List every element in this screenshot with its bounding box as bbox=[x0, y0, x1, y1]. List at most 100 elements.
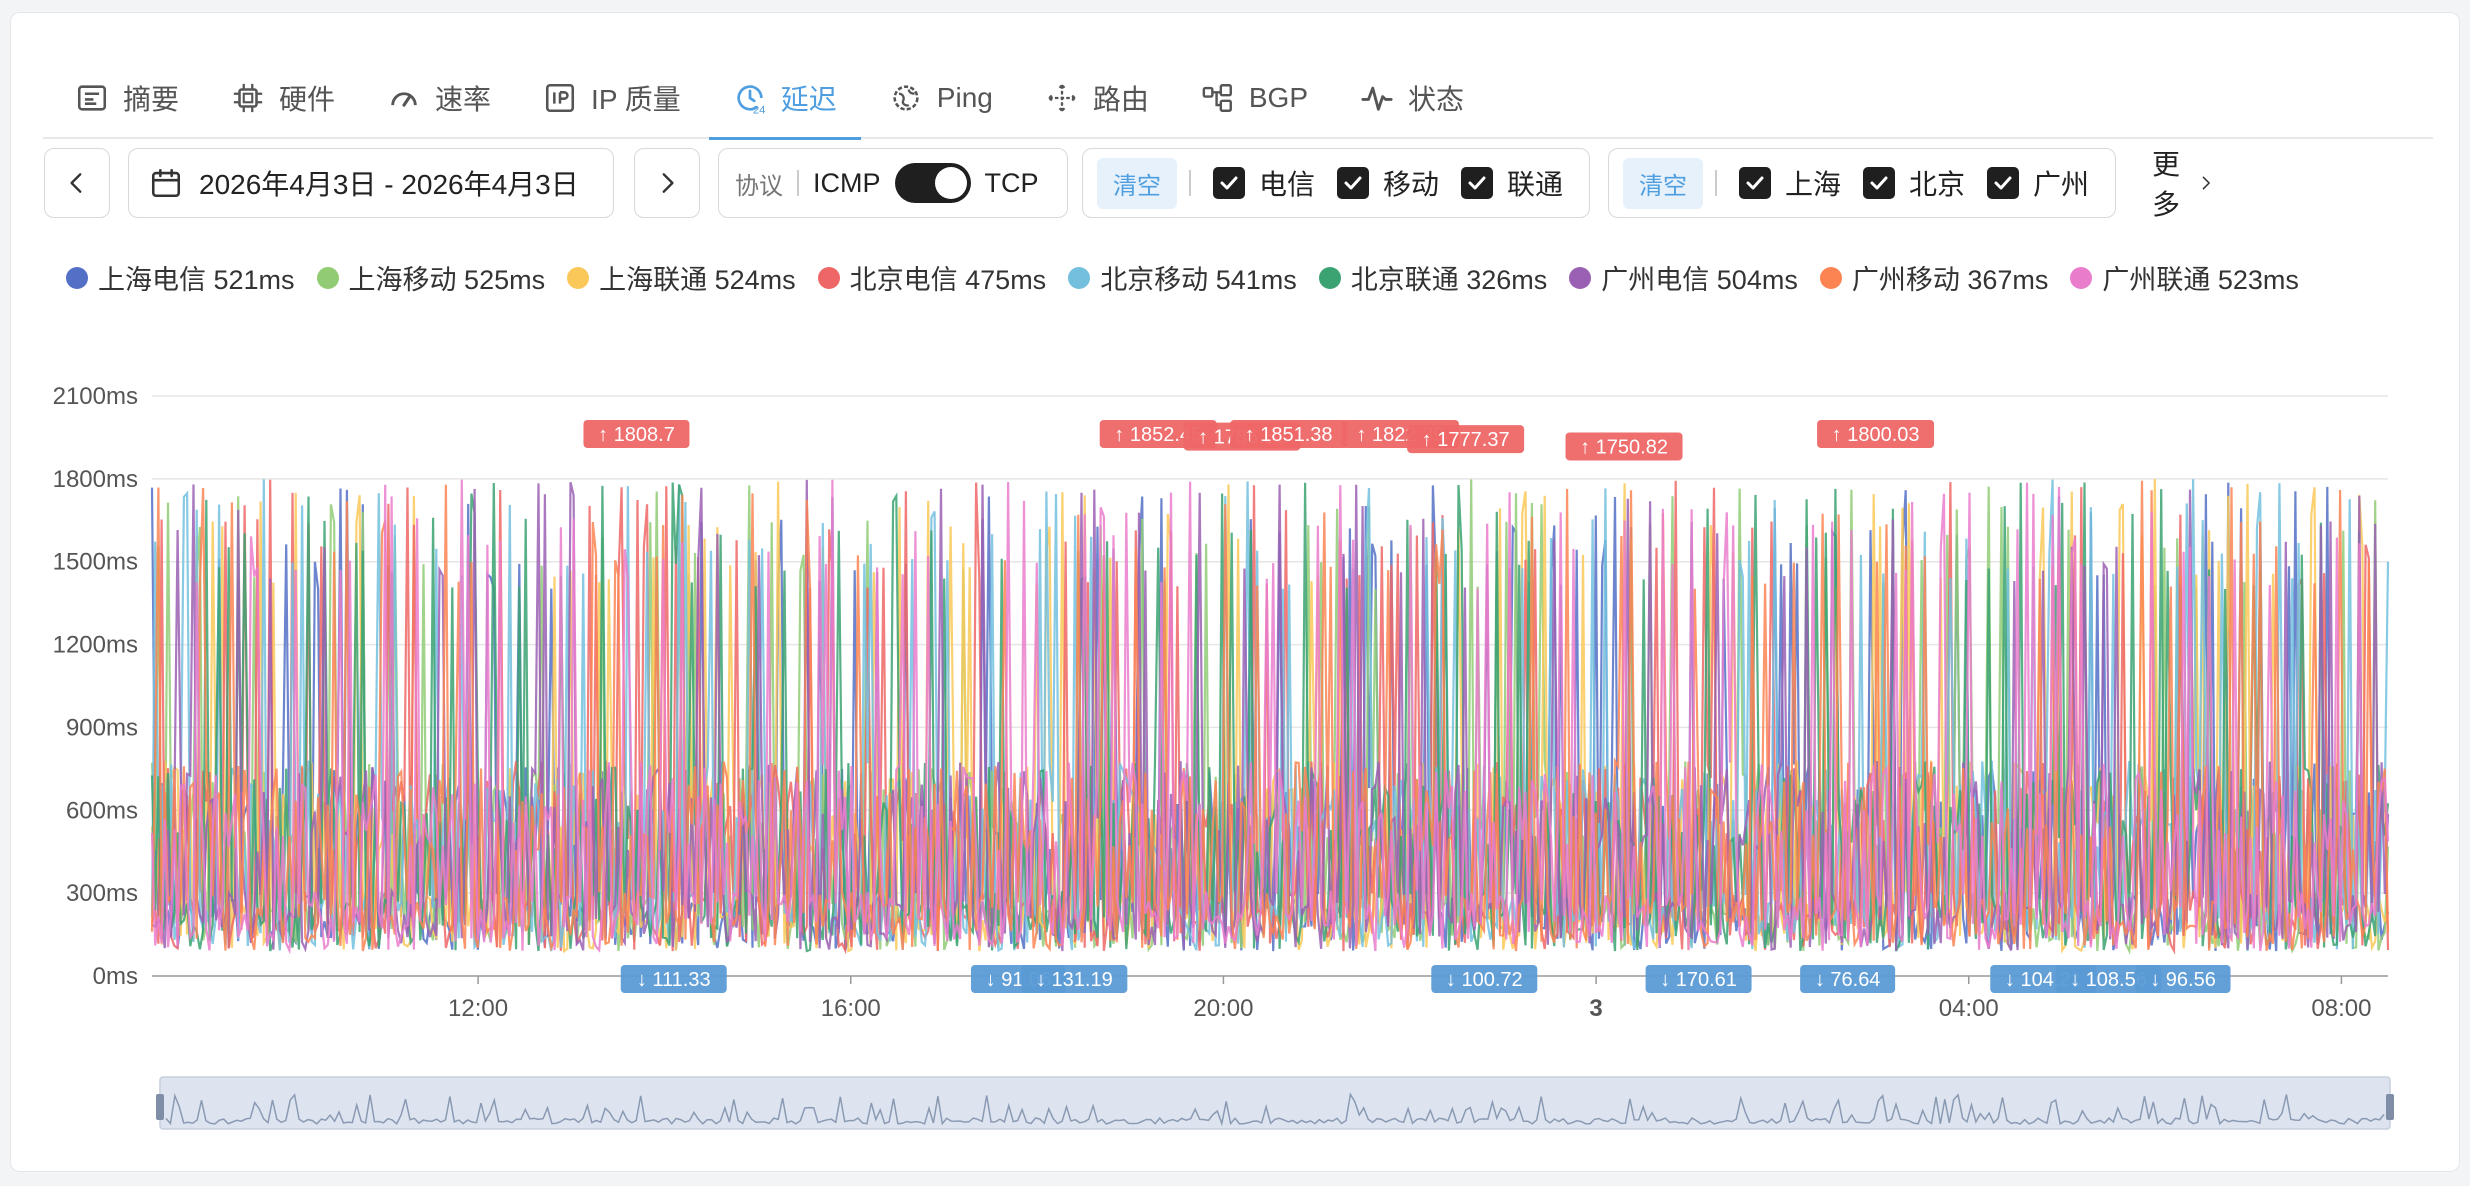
checkbox-checked-icon bbox=[1987, 167, 2020, 199]
y-tick-label: 600ms bbox=[66, 797, 138, 824]
legend-item[interactable]: 广州联通 523ms bbox=[2070, 258, 2299, 297]
tab-ip[interactable]: IP 质量 bbox=[543, 58, 681, 138]
min-marker: ↓ 96.56 bbox=[2135, 965, 2231, 993]
prev-date-button[interactable] bbox=[44, 148, 110, 218]
slider-handle-right[interactable] bbox=[2386, 1094, 2394, 1120]
city-option-label: 广州 bbox=[2033, 169, 2090, 200]
min-marker-label: ↓ 131.19 bbox=[1036, 969, 1113, 991]
city-checkbox-2[interactable]: 广州 bbox=[1987, 163, 2089, 203]
city-checkbox-1[interactable]: 北京 bbox=[1863, 163, 1965, 203]
date-range-text: 2026年4月3日 - 2026年4月3日 bbox=[199, 169, 579, 200]
protocol-selector: 协议 ICMP TCP bbox=[718, 148, 1068, 218]
legend-label: 北京电信 475ms bbox=[849, 265, 1047, 295]
legend-item[interactable]: 上海电信 521ms bbox=[66, 258, 295, 297]
tab-latency-clock[interactable]: 24 延迟 bbox=[708, 58, 861, 140]
y-tick-label: 1800ms bbox=[53, 466, 138, 493]
globe-icon bbox=[889, 81, 923, 115]
legend-item[interactable]: 广州电信 504ms bbox=[1569, 258, 1798, 297]
legend-label: 北京移动 541ms bbox=[1100, 265, 1297, 295]
legend-item[interactable]: 北京电信 475ms bbox=[817, 258, 1047, 297]
min-marker-label: ↓ 100.72 bbox=[1446, 969, 1523, 991]
latency-clock-icon: 24 bbox=[733, 81, 767, 115]
date-range-picker[interactable]: 2026年4月3日 - 2026年4月3日 bbox=[128, 148, 614, 218]
legend-label: 上海移动 525ms bbox=[348, 265, 546, 295]
legend-item[interactable]: 上海移动 525ms bbox=[316, 258, 546, 297]
legend-item[interactable]: 广州移动 367ms bbox=[1819, 258, 2049, 297]
ip-icon bbox=[543, 81, 577, 115]
min-marker: ↓ 131.19 bbox=[1021, 965, 1128, 993]
tab-label: 延迟 bbox=[780, 84, 837, 115]
tab-summary[interactable]: 摘要 bbox=[75, 58, 179, 138]
x-tick-label: 20:00 bbox=[1193, 995, 1253, 1022]
max-marker: ↑ 1777.37 bbox=[1407, 425, 1525, 454]
protocol-tcp-label: TCP bbox=[984, 167, 1039, 198]
tab-label: 速率 bbox=[435, 84, 492, 115]
y-tick-label: 1200ms bbox=[53, 632, 138, 659]
checkbox-checked-icon bbox=[1213, 167, 1245, 199]
min-marker-label: ↓ 76.64 bbox=[1815, 969, 1881, 991]
city-clear-button[interactable]: 清空 bbox=[1623, 157, 1703, 209]
legend-dot-icon bbox=[567, 266, 590, 289]
y-tick-label: 300ms bbox=[66, 880, 138, 907]
max-marker-label: ↑ 1852.45 bbox=[1114, 424, 1202, 446]
summary-icon bbox=[75, 81, 109, 115]
isp-filter: 清空 电信 移动 联通 bbox=[1082, 148, 1590, 218]
more-label: 更多 bbox=[2152, 149, 2181, 220]
max-marker-label: ↑ 1800.03 bbox=[1832, 424, 1920, 446]
tab-bar: 摘要 硬件 速率 IP 质量 24 延迟 Ping 路由 BGP 状态 bbox=[43, 58, 2433, 140]
y-tick-label: 900ms bbox=[66, 714, 138, 741]
tab-route[interactable]: 路由 bbox=[1045, 58, 1149, 138]
route-icon bbox=[1045, 81, 1079, 115]
isp-checkbox-2[interactable]: 联通 bbox=[1461, 163, 1563, 203]
max-marker: ↑ 1851.38 bbox=[1230, 420, 1348, 448]
isp-checkbox-1[interactable]: 移动 bbox=[1337, 163, 1439, 203]
legend-dot-icon bbox=[1569, 266, 1592, 289]
legend-dot-icon bbox=[2070, 266, 2093, 289]
chip-icon bbox=[231, 81, 265, 115]
tab-chip[interactable]: 硬件 bbox=[231, 58, 335, 138]
legend-label: 上海联通 524ms bbox=[599, 265, 796, 295]
x-tick-label: 08:00 bbox=[2311, 995, 2371, 1022]
min-marker-label: ↓ 96.56 bbox=[2150, 969, 2216, 991]
legend-item[interactable]: 北京联通 326ms bbox=[1318, 258, 1547, 297]
city-checkbox-0[interactable]: 上海 bbox=[1739, 163, 1841, 203]
min-marker-label: ↓ 170.61 bbox=[1660, 969, 1737, 991]
y-tick-label: 0ms bbox=[93, 963, 138, 990]
legend-label: 广州移动 367ms bbox=[1851, 265, 2049, 295]
max-marker: ↑ 1808.7 bbox=[583, 420, 690, 448]
y-tick-label: 2100ms bbox=[53, 383, 138, 410]
x-tick-label: 12:00 bbox=[448, 995, 508, 1022]
calendar-icon bbox=[151, 168, 181, 198]
divider bbox=[1189, 170, 1191, 196]
slider-handle-left[interactable] bbox=[156, 1094, 164, 1120]
city-filter: 清空 上海 北京 广州 bbox=[1608, 148, 2116, 218]
legend-item[interactable]: 北京移动 541ms bbox=[1068, 258, 1297, 297]
tab-status-pulse[interactable]: 状态 bbox=[1360, 58, 1464, 138]
divider bbox=[797, 170, 799, 196]
min-marker: ↓ 76.64 bbox=[1800, 965, 1896, 993]
chevron-right-icon bbox=[662, 173, 674, 193]
min-marker-label: ↓ 111.33 bbox=[637, 969, 711, 991]
legend-item[interactable]: 上海联通 524ms bbox=[567, 258, 796, 297]
isp-clear-button[interactable]: 清空 bbox=[1097, 157, 1177, 209]
x-tick-label: 3 bbox=[1589, 995, 1602, 1022]
legend-dot-icon bbox=[66, 266, 88, 289]
legend-dot-icon bbox=[817, 266, 840, 289]
y-tick-label: 1500ms bbox=[53, 549, 138, 576]
slider-preview-line bbox=[165, 1092, 2385, 1127]
tab-globe[interactable]: Ping bbox=[889, 58, 993, 138]
max-marker: ↑ 1750.82 bbox=[1565, 432, 1683, 461]
checkbox-checked-icon bbox=[1863, 167, 1896, 199]
chevron-right-icon bbox=[2202, 176, 2210, 190]
next-date-button[interactable] bbox=[634, 148, 700, 218]
status-pulse-icon bbox=[1360, 81, 1394, 115]
chart-legend: 上海电信 521ms 上海移动 525ms 上海联通 524ms 北京电信 475ms… bbox=[66, 258, 2299, 297]
isp-checkbox-0[interactable]: 电信 bbox=[1213, 163, 1315, 203]
min-marker: ↓ 111.33 bbox=[620, 965, 727, 993]
tab-bgp-network[interactable]: BGP bbox=[1201, 58, 1308, 138]
data-zoom-slider[interactable] bbox=[156, 1076, 2394, 1130]
protocol-toggle[interactable] bbox=[894, 163, 971, 203]
isp-option-label: 移动 bbox=[1383, 169, 1440, 200]
more-button[interactable]: 更多 bbox=[2152, 148, 2214, 220]
tab-speed-gauge[interactable]: 速率 bbox=[387, 58, 491, 138]
